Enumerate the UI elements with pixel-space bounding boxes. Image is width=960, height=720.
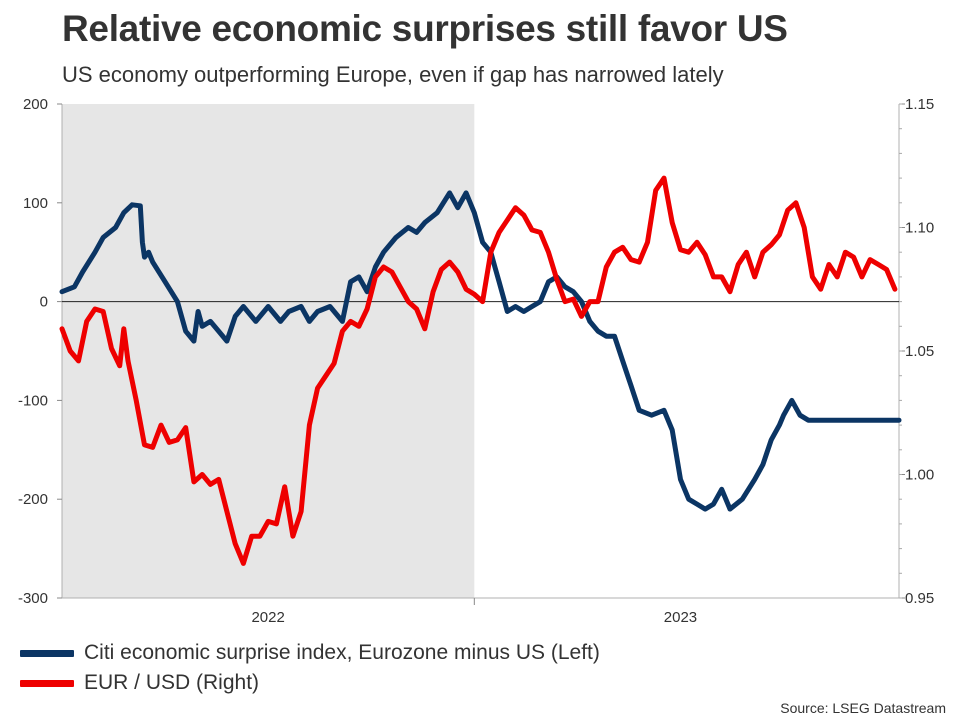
left-tick-label: -300 [18, 590, 48, 607]
shaded-region-2022 [62, 104, 475, 598]
chart-legend: Citi economic surprise index, Eurozone m… [20, 638, 600, 698]
source-note: Source: LSEG Datastream [780, 700, 946, 716]
x-tick-label-2022: 2022 [251, 609, 284, 626]
legend-item-surprise-index: Citi economic surprise index, Eurozone m… [20, 638, 600, 668]
right-tick-label: 1.15 [905, 96, 934, 113]
legend-item-eurusd: EUR / USD (Right) [20, 668, 600, 698]
left-tick-label: 0 [40, 294, 48, 311]
legend-swatch-navy [20, 649, 74, 657]
series-line-eurusd [59, 175, 898, 566]
x-tick-label-2023: 2023 [664, 609, 697, 626]
legend-swatch-red [20, 679, 74, 687]
right-tick-label: 0.95 [905, 590, 934, 607]
left-tick-label: 200 [23, 96, 48, 113]
legend-label-eurusd: EUR / USD (Right) [84, 671, 260, 694]
right-tick-label: 1.05 [905, 343, 934, 360]
chart-subtitle: US economy outperforming Europe, even if… [62, 62, 724, 87]
right-tick-label: 1.00 [905, 467, 934, 484]
left-tick-label: -100 [18, 392, 48, 409]
left-tick-label: -200 [18, 491, 48, 508]
chart-title: Relative economic surprises still favor … [62, 8, 788, 49]
left-tick-label: 100 [23, 195, 48, 212]
right-tick-label: 1.10 [905, 220, 934, 237]
legend-label-surprise-index: Citi economic surprise index, Eurozone m… [84, 641, 600, 664]
